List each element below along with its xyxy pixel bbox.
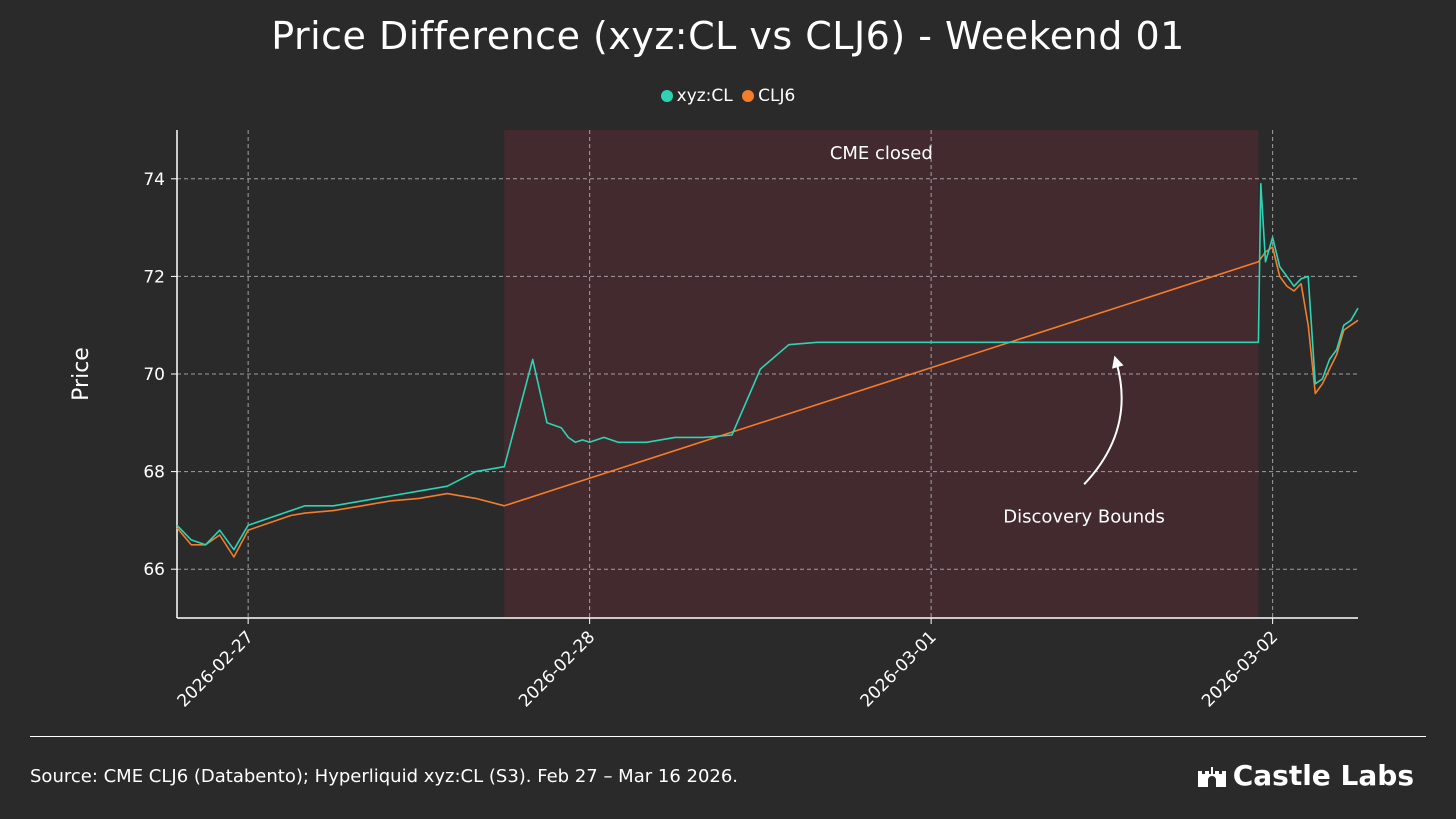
chart-legend: xyz:CL CLJ6	[0, 86, 1456, 106]
y-tick-label: 68	[143, 463, 165, 483]
chart-title: Price Difference (xyz:CL vs CLJ6) - Week…	[271, 14, 1185, 58]
y-tick-label: 74	[143, 170, 165, 190]
y-tick-label: 72	[143, 267, 165, 287]
legend-label-xyz: xyz:CL	[676, 86, 733, 106]
legend-entry-clj6: CLJ6	[742, 86, 795, 106]
castle-icon	[1197, 766, 1226, 787]
brand-name: Castle Labs	[1232, 759, 1414, 792]
legend-marker-xyz	[660, 90, 673, 102]
cme-closed-label: CME closed	[830, 143, 933, 164]
footer-divider	[30, 736, 1426, 737]
legend-label-clj6: CLJ6	[758, 86, 796, 106]
y-tick-label: 70	[143, 365, 165, 385]
x-tick-label: 2026-03-01	[857, 627, 941, 711]
annotation-arrow	[1083, 355, 1124, 486]
legend-marker-clj6	[742, 90, 755, 102]
x-tick-label: 2026-03-02	[1198, 627, 1282, 711]
annotation-label: Discovery Bounds	[1003, 506, 1165, 527]
legend-entry-xyz: xyz:CL	[660, 86, 733, 106]
x-tick-label: 2026-02-28	[515, 627, 599, 711]
series-line-clj6	[176, 246, 1359, 558]
y-tick-label: 66	[143, 560, 165, 580]
x-tick-label: 2026-02-27	[174, 627, 258, 711]
source-note: Source: CME CLJ6 (Databento); Hyperliqui…	[30, 766, 739, 787]
line-chart: CME closed 66 68 70 72 74 2026-02-27 2026-02-28…	[69, 130, 1359, 711]
brand-logo: Castle Labs	[1197, 759, 1414, 792]
y-axis-label: Price	[69, 347, 94, 401]
series-line-xyz	[176, 182, 1359, 551]
